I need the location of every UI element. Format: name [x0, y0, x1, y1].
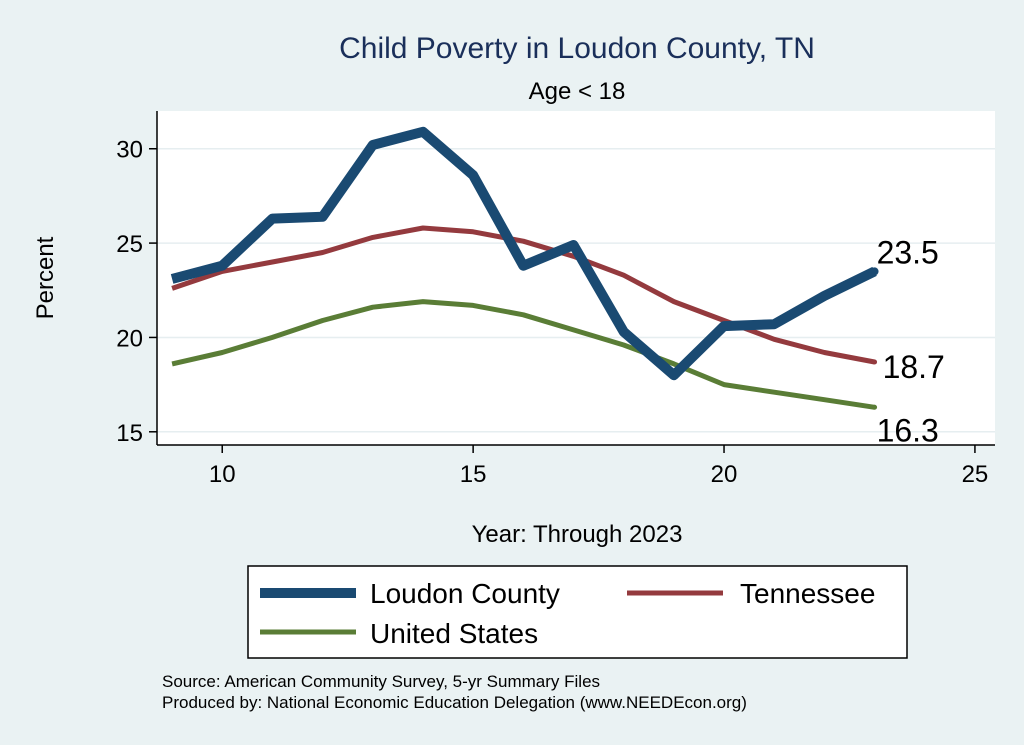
- end-label-united-states: 16.3: [877, 412, 939, 448]
- x-tick-label-10: 10: [209, 461, 236, 488]
- y-tick-label-25: 25: [116, 231, 143, 258]
- source-line-2: Produced by: National Economic Education…: [162, 693, 747, 712]
- legend-label-loudon: Loudon County: [370, 578, 560, 609]
- y-tick-label-20: 20: [116, 325, 143, 352]
- series-lines: [170, 126, 879, 410]
- end-label-loudon-county: 23.5: [877, 234, 939, 270]
- y-tick-label-15: 15: [116, 420, 143, 447]
- chart-subtitle: Age < 18: [529, 78, 626, 105]
- legend-box: [247, 565, 908, 659]
- source-line-1: Source: American Community Survey, 5-yr …: [162, 672, 600, 691]
- legend: Loudon County Tennessee United States: [247, 565, 908, 659]
- chart-title: Child Poverty in Loudon County, TN: [339, 32, 815, 65]
- endpoint-marker-loudon-county: [870, 267, 879, 276]
- legend-label-tennessee: Tennessee: [740, 578, 875, 609]
- endpoint-marker-tennessee: [872, 359, 878, 365]
- x-tick-label-20: 20: [711, 461, 738, 488]
- series-line-loudon-county: [170, 126, 877, 381]
- endpoint-marker-united-states: [872, 404, 878, 410]
- x-tick-label-15: 15: [460, 461, 487, 488]
- series-line-united-states: [171, 299, 875, 410]
- y-tick-label-30: 30: [116, 137, 143, 164]
- series-line-tennessee: [171, 225, 876, 365]
- legend-label-us: United States: [370, 618, 538, 649]
- axes: 15 20 25 30 10 15 20 25: [116, 111, 995, 488]
- x-tick-label-25: 25: [962, 461, 989, 488]
- end-label-tennessee: 18.7: [883, 349, 945, 385]
- y-axis-title: Percent: [32, 236, 59, 319]
- x-axis-title: Year: Through 2023: [472, 521, 683, 548]
